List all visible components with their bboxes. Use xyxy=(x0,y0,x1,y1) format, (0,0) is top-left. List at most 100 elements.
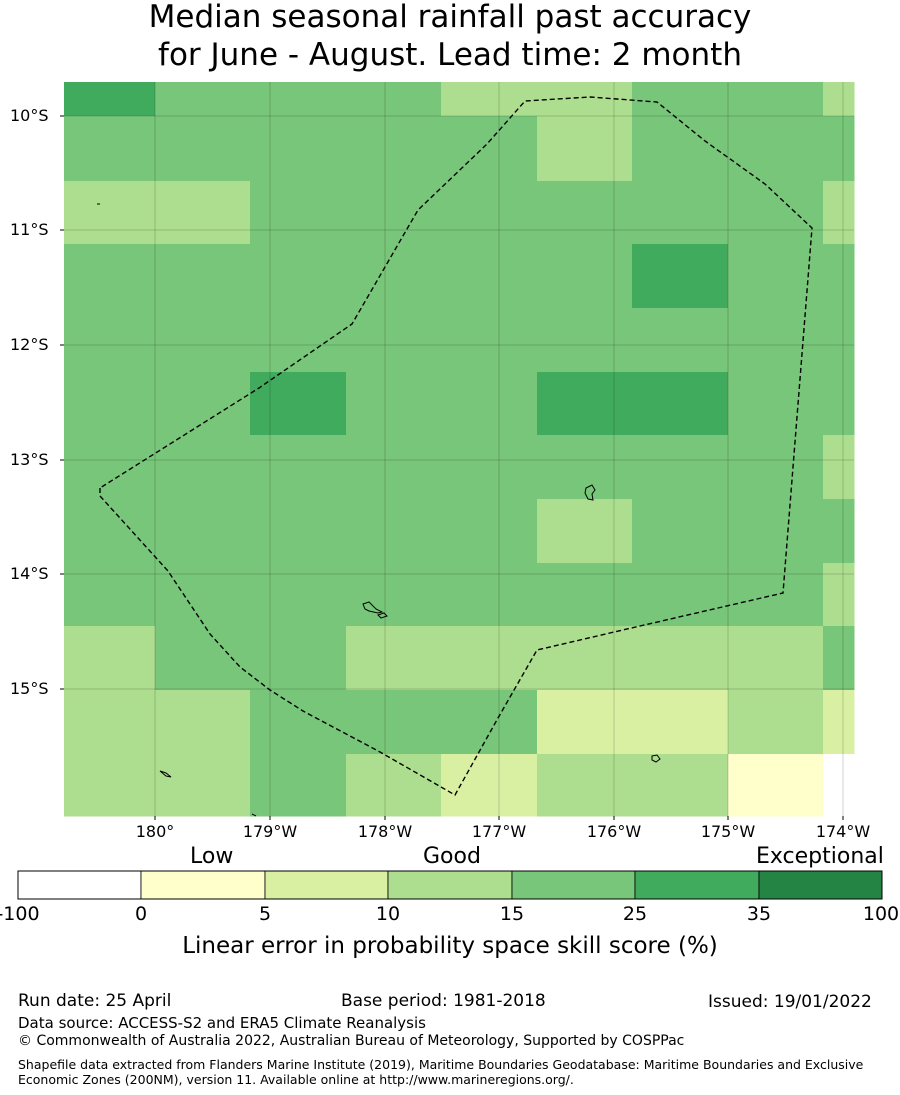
grid-cell xyxy=(64,563,156,627)
grid-cell xyxy=(537,563,633,627)
grid-cell xyxy=(441,435,538,500)
grid-cell xyxy=(441,626,538,691)
grid-cell xyxy=(537,372,633,436)
latitude-label: 13°S xyxy=(10,450,49,469)
grid-cell xyxy=(441,372,538,436)
grid-cell xyxy=(632,499,729,564)
longitude-label: 179°W xyxy=(242,822,298,841)
grid-cell xyxy=(632,82,729,117)
grid-cell xyxy=(155,82,251,117)
grid-cell xyxy=(441,690,538,755)
grid-cell xyxy=(632,754,729,817)
grid-cell xyxy=(346,82,442,117)
grid-cell xyxy=(632,563,729,627)
longitude-label: 176°W xyxy=(586,822,642,841)
grid-cell xyxy=(64,754,156,817)
skill-score-grid xyxy=(64,82,855,817)
grid-cell xyxy=(64,499,156,564)
longitude-label: 174°W xyxy=(815,822,871,841)
grid-cell xyxy=(250,116,347,182)
grid-cell xyxy=(728,499,824,564)
grid-cell xyxy=(155,181,251,245)
map-gridlines xyxy=(64,82,854,816)
grid-cell xyxy=(632,181,729,245)
grid-cell xyxy=(728,690,824,755)
colorbar-tick-label: 0 xyxy=(134,903,148,925)
grid-cell xyxy=(64,244,156,309)
grid-cell xyxy=(823,563,855,627)
grid-cell xyxy=(250,499,347,564)
grid-cell xyxy=(250,626,347,691)
grid-cell xyxy=(537,116,633,182)
latitude-label: 12°S xyxy=(10,335,49,354)
grid-cell xyxy=(155,116,251,182)
colorbar-segment xyxy=(17,870,142,900)
grid-cell xyxy=(728,82,824,117)
grid-cell xyxy=(64,372,156,436)
legend-colorbar xyxy=(17,870,883,900)
grid-cell xyxy=(346,308,442,373)
island-funafuti xyxy=(362,601,388,619)
grid-cell xyxy=(155,563,251,627)
grid-cell xyxy=(632,244,729,309)
colorbar-tick-label: 100 xyxy=(862,903,900,925)
grid-cell xyxy=(823,116,855,182)
colorbar-segment xyxy=(387,870,513,900)
category-exceptional-label: Exceptional xyxy=(756,844,884,869)
colorbar-tick-label: 25 xyxy=(622,903,648,925)
grid-cell xyxy=(250,82,347,117)
latitude-label: 11°S xyxy=(10,220,49,239)
longitude-label: 178°W xyxy=(357,822,413,841)
copyright: © Commonwealth of Australia 2022, Austra… xyxy=(18,1033,685,1049)
colorbar-segment xyxy=(634,870,760,900)
colorbar-tick-label: 35 xyxy=(746,903,772,925)
latitude-label: 10°S xyxy=(10,106,49,125)
grid-cell xyxy=(441,244,538,309)
grid-cell xyxy=(632,372,729,436)
grid-cell xyxy=(632,116,729,182)
grid-cell xyxy=(537,435,633,500)
grid-cell xyxy=(537,181,633,245)
shapefile-credit: Shapefile data extracted from Flanders M… xyxy=(18,1057,864,1087)
grid-cell xyxy=(823,244,855,309)
grid-cell xyxy=(155,499,251,564)
base-period: Base period: 1981-2018 xyxy=(341,991,546,1011)
grid-cell xyxy=(823,754,855,817)
grid-cell xyxy=(155,244,251,309)
island-niulakita xyxy=(651,754,661,763)
colorbar-segment xyxy=(264,870,389,900)
grid-cell xyxy=(250,563,347,627)
rainfall-accuracy-map xyxy=(60,82,855,820)
grid-cell xyxy=(64,181,156,245)
issued-date: Issued: 19/01/2022 xyxy=(708,992,872,1012)
colorbar-segment xyxy=(140,870,266,900)
island-nukulaelae xyxy=(584,484,596,501)
grid-cell xyxy=(823,308,855,373)
grid-cell xyxy=(346,499,442,564)
run-date: Run date: 25 April xyxy=(18,991,172,1011)
colorbar-tick-label: -100 xyxy=(0,903,40,925)
grid-cell xyxy=(441,181,538,245)
grid-cell xyxy=(632,308,729,373)
longitude-label: 175°W xyxy=(700,822,756,841)
grid-cell xyxy=(441,82,538,117)
grid-cell xyxy=(728,308,824,373)
grid-cell xyxy=(823,372,855,436)
grid-cell xyxy=(537,754,633,817)
grid-cell xyxy=(537,308,633,373)
grid-cell xyxy=(250,435,347,500)
grid-cell xyxy=(728,372,824,436)
grid-cell xyxy=(823,435,855,500)
colorbar-tick-label: 10 xyxy=(375,903,401,925)
map-title-line1: Median seasonal rainfall past accuracy xyxy=(148,0,752,35)
grid-cell xyxy=(346,116,442,182)
grid-cell xyxy=(632,690,729,755)
grid-cell xyxy=(728,116,824,182)
grid-cell xyxy=(64,308,156,373)
grid-cell xyxy=(728,626,824,691)
longitude-label: 180° xyxy=(135,822,175,841)
category-low-label: Low xyxy=(190,844,234,869)
grid-cell xyxy=(346,435,442,500)
grid-cell xyxy=(441,499,538,564)
grid-cell xyxy=(346,372,442,436)
